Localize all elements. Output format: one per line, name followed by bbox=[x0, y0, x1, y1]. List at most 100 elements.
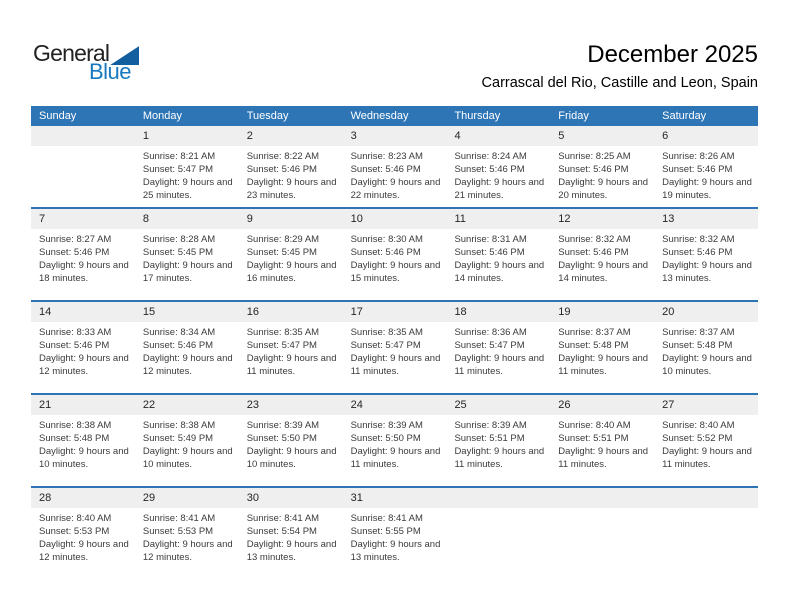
logo-text-blue: Blue bbox=[89, 59, 132, 84]
day-cell-empty bbox=[550, 508, 654, 564]
day-cell: Sunrise: 8:38 AM Sunset: 5:48 PM Daylight:… bbox=[31, 415, 135, 471]
general-blue-logo: General Blue bbox=[33, 42, 173, 83]
day-cell: Sunrise: 8:22 AM Sunset: 5:46 PM Daylight:… bbox=[239, 146, 343, 202]
sunrise-text: Sunrise: 8:38 AM bbox=[142, 420, 216, 431]
week-row: 21 22 23 24 25 26 27 Sunrise: 8:38 AM Sunset: 5:… bbox=[31, 393, 758, 486]
daylight-text: Daylight: 9 hours and 13 minutes. bbox=[246, 539, 337, 563]
calendar-grid: Sunday Monday Tuesday Wednesday Thursday Frid… bbox=[31, 106, 758, 581]
day-cell: Sunrise: 8:35 AM Sunset: 5:47 PM Daylight:… bbox=[343, 322, 447, 378]
day-cell: Sunrise: 8:29 AM Sunset: 5:45 PM Daylight:… bbox=[239, 229, 343, 285]
day-number: 17 bbox=[350, 306, 363, 318]
day-cell: Sunrise: 8:32 AM Sunset: 5:46 PM Daylight:… bbox=[550, 229, 654, 285]
day-number: 10 bbox=[350, 213, 363, 225]
sunset-text: Sunset: 5:49 PM bbox=[142, 433, 214, 444]
weekday-header-monday: Monday bbox=[142, 110, 182, 122]
sunset-text: Sunset: 5:46 PM bbox=[454, 247, 525, 258]
daylight-text: Daylight: 9 hours and 22 minutes. bbox=[350, 177, 441, 201]
day-detail-row: Sunrise: 8:21 AM Sunset: 5:47 PM Daylight:… bbox=[31, 146, 758, 202]
daylight-text: Daylight: 9 hours and 25 minutes. bbox=[142, 177, 233, 201]
day-cell: Sunrise: 8:40 AM Sunset: 5:51 PM Daylight:… bbox=[550, 415, 654, 471]
daylight-text: Daylight: 9 hours and 16 minutes. bbox=[246, 260, 337, 284]
sunrise-text: Sunrise: 8:29 AM bbox=[246, 234, 320, 245]
day-cell: Sunrise: 8:39 AM Sunset: 5:51 PM Daylight:… bbox=[446, 415, 550, 471]
weekday-header-saturday: Saturday bbox=[662, 110, 707, 122]
day-number: 9 bbox=[246, 213, 253, 225]
sunset-text: Sunset: 5:46 PM bbox=[454, 164, 525, 175]
sunset-text: Sunset: 5:51 PM bbox=[454, 433, 525, 444]
sunset-text: Sunset: 5:50 PM bbox=[350, 433, 421, 444]
day-cell: Sunrise: 8:39 AM Sunset: 5:50 PM Daylight:… bbox=[239, 415, 343, 471]
day-number: 22 bbox=[142, 399, 156, 411]
sunrise-text: Sunrise: 8:41 AM bbox=[350, 513, 423, 524]
day-number-band: 7 8 9 10 11 12 13 bbox=[31, 209, 758, 229]
daylight-text: Daylight: 9 hours and 19 minutes. bbox=[662, 177, 752, 201]
day-number-band: 28 29 30 31 bbox=[31, 488, 758, 508]
day-cell: Sunrise: 8:35 AM Sunset: 5:47 PM Daylight:… bbox=[239, 322, 343, 378]
sunset-text: Sunset: 5:52 PM bbox=[662, 433, 733, 444]
logo-text-general: General bbox=[33, 40, 110, 66]
day-number: 5 bbox=[558, 130, 565, 142]
day-cell: Sunrise: 8:31 AM Sunset: 5:46 PM Daylight:… bbox=[446, 229, 550, 285]
week-row: 28 29 30 31 Sunrise: 8:40 AM Sunset: 5:53 PM D… bbox=[31, 486, 758, 581]
day-number-band: 1 2 3 4 5 6 bbox=[31, 126, 758, 146]
day-cell-empty bbox=[446, 508, 550, 564]
daylight-text: Daylight: 9 hours and 11 minutes. bbox=[350, 353, 441, 377]
sunrise-text: Sunrise: 8:39 AM bbox=[246, 420, 320, 431]
daylight-text: Daylight: 9 hours and 12 minutes. bbox=[142, 353, 233, 377]
sunrise-text: Sunrise: 8:21 AM bbox=[142, 151, 216, 162]
sunrise-text: Sunrise: 8:34 AM bbox=[142, 327, 216, 338]
day-cell: Sunrise: 8:39 AM Sunset: 5:50 PM Daylight:… bbox=[343, 415, 447, 471]
sunrise-text: Sunrise: 8:35 AM bbox=[246, 327, 320, 338]
day-number: 20 bbox=[662, 306, 675, 318]
weekday-header-friday: Friday bbox=[558, 110, 589, 122]
day-number-empty bbox=[654, 488, 758, 508]
sunrise-text: Sunrise: 8:22 AM bbox=[246, 151, 320, 162]
sunrise-text: Sunrise: 8:40 AM bbox=[39, 513, 112, 524]
sunrise-text: Sunrise: 8:31 AM bbox=[454, 234, 527, 245]
sunrise-text: Sunrise: 8:32 AM bbox=[662, 234, 735, 245]
sunrise-text: Sunrise: 8:36 AM bbox=[454, 327, 527, 338]
sunset-text: Sunset: 5:46 PM bbox=[558, 247, 629, 258]
daylight-text: Daylight: 9 hours and 14 minutes. bbox=[558, 260, 649, 284]
day-cell: Sunrise: 8:40 AM Sunset: 5:53 PM Daylight:… bbox=[31, 508, 135, 564]
sunset-text: Sunset: 5:54 PM bbox=[246, 526, 317, 537]
day-cell: Sunrise: 8:28 AM Sunset: 5:45 PM Daylight:… bbox=[135, 229, 239, 285]
day-cell: Sunrise: 8:30 AM Sunset: 5:46 PM Daylight:… bbox=[343, 229, 447, 285]
sunrise-text: Sunrise: 8:40 AM bbox=[558, 420, 631, 431]
sunset-text: Sunset: 5:45 PM bbox=[246, 247, 317, 258]
sunset-text: Sunset: 5:46 PM bbox=[350, 164, 421, 175]
daylight-text: Daylight: 9 hours and 11 minutes. bbox=[246, 353, 337, 377]
sunrise-text: Sunrise: 8:37 AM bbox=[558, 327, 631, 338]
sunrise-text: Sunrise: 8:40 AM bbox=[662, 420, 735, 431]
day-number: 13 bbox=[662, 213, 675, 225]
sunrise-text: Sunrise: 8:41 AM bbox=[246, 513, 320, 524]
day-number: 29 bbox=[142, 492, 156, 504]
day-cell: Sunrise: 8:41 AM Sunset: 5:54 PM Daylight:… bbox=[239, 508, 343, 564]
day-cell-empty bbox=[31, 146, 135, 202]
day-number: 12 bbox=[558, 213, 571, 225]
day-number: 24 bbox=[350, 399, 363, 411]
sunset-text: Sunset: 5:53 PM bbox=[142, 526, 214, 537]
sunset-text: Sunset: 5:50 PM bbox=[246, 433, 317, 444]
day-number: 15 bbox=[142, 306, 156, 318]
daylight-text: Daylight: 9 hours and 11 minutes. bbox=[454, 446, 545, 470]
day-number: 8 bbox=[142, 213, 149, 225]
sunrise-text: Sunrise: 8:41 AM bbox=[142, 513, 216, 524]
day-number-band: 21 22 23 24 25 26 27 bbox=[31, 395, 758, 415]
sunrise-text: Sunrise: 8:23 AM bbox=[350, 151, 423, 162]
day-cell: Sunrise: 8:41 AM Sunset: 5:55 PM Daylight:… bbox=[343, 508, 447, 564]
sunset-text: Sunset: 5:46 PM bbox=[39, 340, 110, 351]
sunset-text: Sunset: 5:46 PM bbox=[39, 247, 110, 258]
day-number: 6 bbox=[662, 130, 669, 142]
day-number: 23 bbox=[246, 399, 259, 411]
sunset-text: Sunset: 5:45 PM bbox=[142, 247, 214, 258]
daylight-text: Daylight: 9 hours and 10 minutes. bbox=[39, 446, 129, 470]
daylight-text: Daylight: 9 hours and 12 minutes. bbox=[39, 353, 129, 377]
day-number: 28 bbox=[39, 492, 52, 504]
sunset-text: Sunset: 5:47 PM bbox=[142, 164, 214, 175]
day-cell: Sunrise: 8:40 AM Sunset: 5:52 PM Daylight:… bbox=[654, 415, 758, 471]
daylight-text: Daylight: 9 hours and 17 minutes. bbox=[142, 260, 233, 284]
daylight-text: Daylight: 9 hours and 12 minutes. bbox=[39, 539, 129, 563]
daylight-text: Daylight: 9 hours and 10 minutes. bbox=[662, 353, 752, 377]
